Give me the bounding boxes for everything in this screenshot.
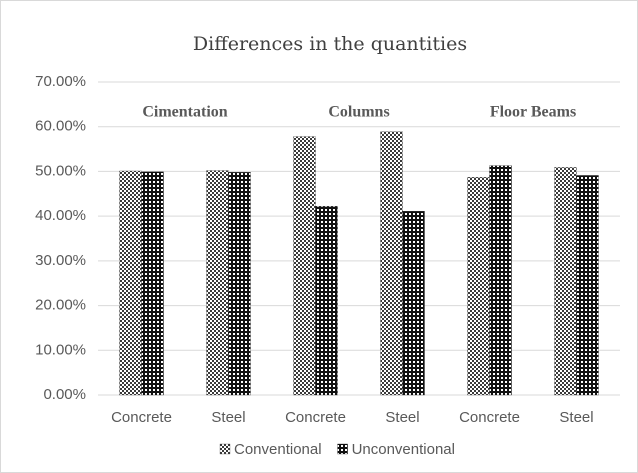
y-tick-label: 40.00% xyxy=(35,207,86,224)
legend-swatch xyxy=(219,443,231,455)
annotation: Floor Beams xyxy=(490,104,576,121)
chart-title: Differences in the quantities xyxy=(193,33,467,55)
bar xyxy=(402,211,425,396)
y-tick-label: 0.00% xyxy=(43,386,86,403)
annotation: Columns xyxy=(328,104,389,121)
legend-label: Unconventional xyxy=(352,441,455,458)
x-tick-label: Steel xyxy=(385,409,419,426)
bar xyxy=(119,170,142,396)
bar xyxy=(576,175,599,396)
bar xyxy=(467,177,490,396)
x-tick-label: Steel xyxy=(211,409,245,426)
legend-swatch xyxy=(337,443,348,455)
bar xyxy=(315,206,338,396)
legend-label: Conventional xyxy=(234,441,322,458)
bar xyxy=(141,171,164,396)
annotation: Cimentation xyxy=(142,104,227,121)
bar xyxy=(380,131,403,396)
x-tick-label: Concrete xyxy=(111,409,172,426)
y-tick-label: 10.00% xyxy=(35,341,86,358)
x-tick-label: Concrete xyxy=(285,409,346,426)
y-tick-label: 60.00% xyxy=(35,118,86,135)
y-tick-label: 30.00% xyxy=(35,252,86,269)
y-tick-label: 20.00% xyxy=(35,297,86,314)
y-tick-label: 50.00% xyxy=(35,162,86,179)
y-tick-label: 70.00% xyxy=(35,73,86,90)
bar xyxy=(228,172,251,396)
bar xyxy=(206,170,229,396)
x-tick-label: Concrete xyxy=(459,409,520,426)
bar xyxy=(489,165,512,396)
bar xyxy=(554,167,577,396)
x-tick-label: Steel xyxy=(559,409,593,426)
bar xyxy=(293,136,316,396)
